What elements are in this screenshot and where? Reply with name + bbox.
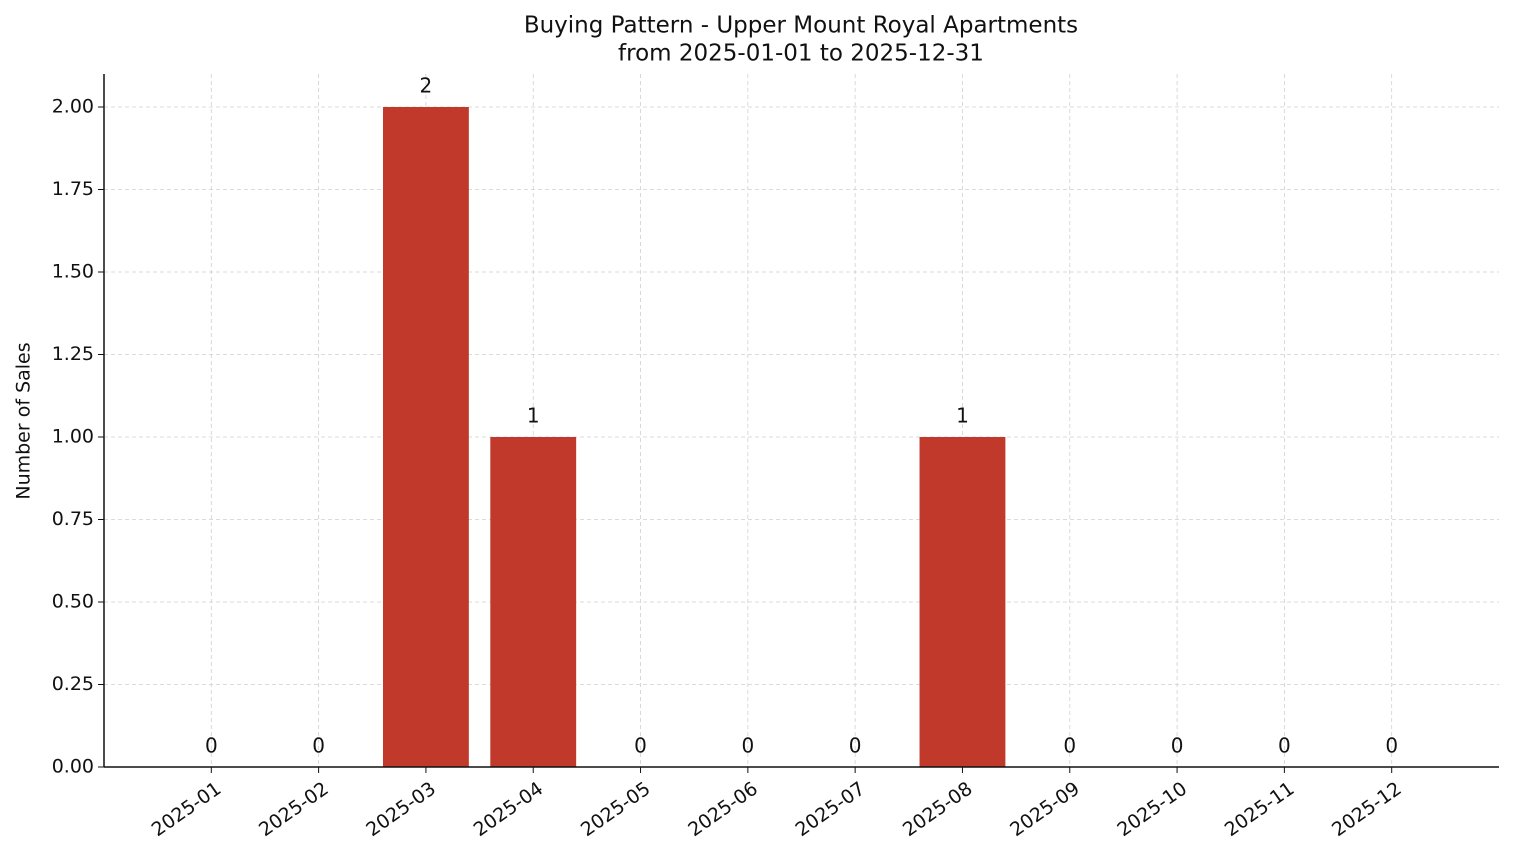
value-label: 0 <box>634 734 647 758</box>
y-tick-label: 1.25 <box>52 343 94 365</box>
x-tick-label: 2025-04 <box>470 778 548 842</box>
x-tick-label: 2025-01 <box>148 778 226 842</box>
bar <box>383 107 469 767</box>
value-label: 0 <box>849 734 862 758</box>
x-tick-label: 2025-11 <box>1221 778 1299 842</box>
value-label: 0 <box>1278 734 1291 758</box>
x-tick-label: 2025-06 <box>684 778 762 842</box>
value-label: 2 <box>420 74 433 98</box>
value-label: 0 <box>1063 734 1076 758</box>
value-label: 1 <box>956 404 969 428</box>
bar <box>490 437 577 767</box>
y-axis-label: Number of Sales <box>13 342 35 499</box>
value-label: 0 <box>312 734 325 758</box>
value-label: 0 <box>205 734 218 758</box>
y-tick-label: 0.00 <box>52 756 94 778</box>
x-tick-label: 2025-10 <box>1113 778 1191 842</box>
y-tick-label: 0.25 <box>52 673 94 695</box>
x-tick-label: 2025-03 <box>362 778 440 842</box>
chart-subtitle: from 2025-01-01 to 2025-12-31 <box>618 41 984 67</box>
value-label: 1 <box>527 404 540 428</box>
y-tick-label: 0.75 <box>52 508 94 530</box>
x-tick-label: 2025-05 <box>577 778 655 842</box>
value-label: 0 <box>1171 734 1184 758</box>
bar <box>919 437 1006 767</box>
y-tick-label: 1.50 <box>52 261 94 283</box>
y-tick-label: 0.50 <box>52 591 94 613</box>
value-label: 0 <box>741 734 754 758</box>
y-tick-label: 2.00 <box>52 96 94 118</box>
x-tick-label: 2025-09 <box>1006 778 1084 842</box>
y-tick-label: 1.00 <box>52 426 94 448</box>
chart-title: Buying Pattern - Upper Mount Royal Apart… <box>524 13 1078 39</box>
x-tick-label: 2025-07 <box>792 778 870 842</box>
value-label: 0 <box>1385 734 1398 758</box>
x-tick-label: 2025-12 <box>1328 778 1406 842</box>
x-tick-label: 2025-08 <box>899 778 977 842</box>
x-tick-label: 2025-02 <box>255 778 333 842</box>
y-tick-label: 1.75 <box>52 178 94 200</box>
